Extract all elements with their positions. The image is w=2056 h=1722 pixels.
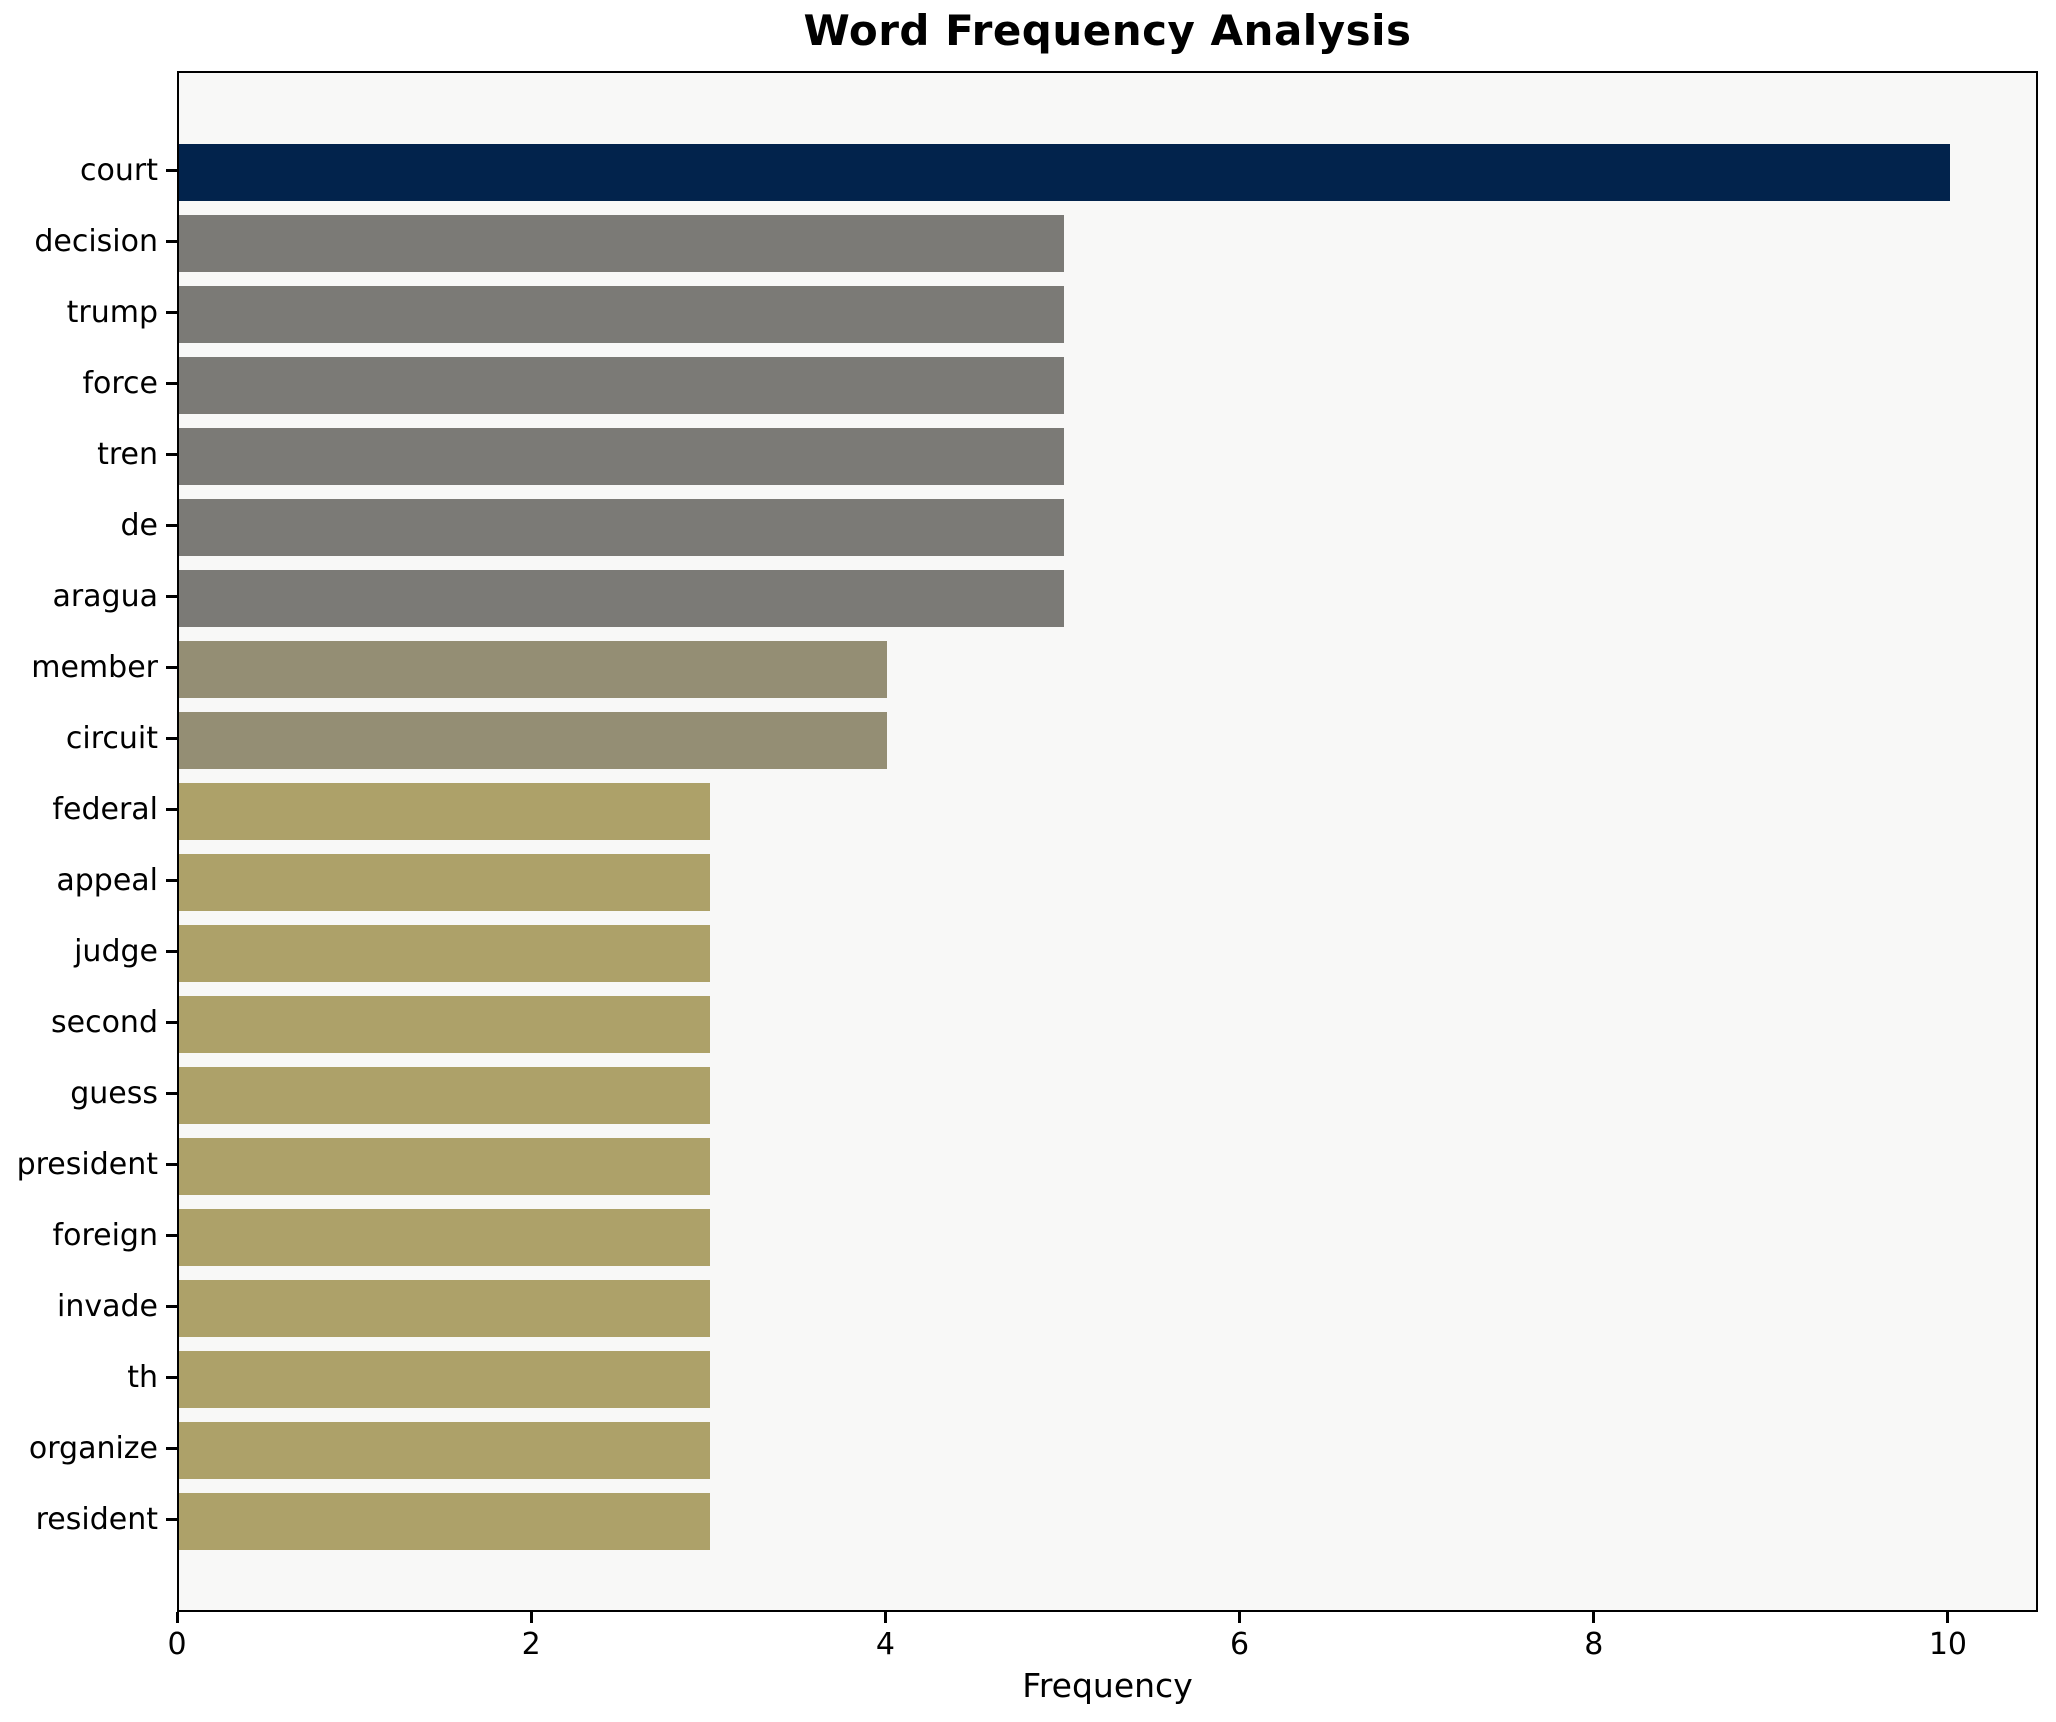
bar [179, 144, 1950, 201]
bar [179, 854, 711, 911]
y-tick-mark [166, 1518, 177, 1521]
x-tick-mark [529, 1612, 533, 1623]
x-tick-mark [1592, 1612, 1596, 1623]
y-tick-label: trump [66, 294, 158, 330]
y-tick-label: guess [70, 1075, 158, 1111]
bar [179, 357, 1065, 414]
y-tick-mark [166, 169, 177, 172]
x-tick-mark [883, 1612, 887, 1623]
y-tick-label: force [82, 365, 158, 401]
bar [179, 1209, 711, 1266]
bar [179, 996, 711, 1053]
y-tick-mark [166, 1447, 177, 1450]
x-tick-mark [175, 1612, 179, 1623]
y-tick-label: court [80, 152, 158, 188]
x-tick-label: 4 [875, 1627, 895, 1662]
y-tick-label: resident [35, 1501, 158, 1537]
bar [179, 1067, 711, 1124]
y-tick-label: tren [97, 436, 158, 472]
y-tick-label: second [51, 1004, 158, 1040]
y-tick-mark [166, 382, 177, 385]
plot-area [177, 71, 2038, 1612]
y-tick-mark [166, 1092, 177, 1095]
y-tick-mark [166, 879, 177, 882]
y-tick-label: aragua [52, 578, 158, 614]
bar [179, 641, 888, 698]
bar [179, 499, 1065, 556]
y-tick-mark [166, 595, 177, 598]
x-tick-label: 6 [1230, 1627, 1250, 1662]
x-tick-label: 8 [1584, 1627, 1604, 1662]
y-tick-mark [166, 1021, 177, 1024]
y-tick-mark [166, 1376, 177, 1379]
y-tick-mark [166, 524, 177, 527]
bar [179, 1493, 711, 1550]
x-tick-label: 10 [1928, 1627, 1968, 1662]
bar [179, 1351, 711, 1408]
y-tick-mark [166, 240, 177, 243]
bar [179, 1422, 711, 1479]
y-tick-label: foreign [52, 1217, 158, 1253]
y-tick-mark [166, 1163, 177, 1166]
y-tick-mark [166, 311, 177, 314]
bar [179, 215, 1065, 272]
y-tick-mark [166, 737, 177, 740]
y-tick-label: decision [34, 223, 158, 259]
bar [179, 286, 1065, 343]
bar [179, 1138, 711, 1195]
y-tick-label: member [31, 649, 158, 685]
x-axis-label: Frequency [1022, 1666, 1193, 1705]
y-tick-mark [166, 666, 177, 669]
y-tick-label: de [120, 507, 159, 543]
y-tick-mark [166, 950, 177, 953]
x-tick-label: 2 [521, 1627, 541, 1662]
bar [179, 712, 888, 769]
bar [179, 1280, 711, 1337]
y-tick-label: th [127, 1359, 158, 1395]
y-tick-label: appeal [56, 862, 158, 898]
y-tick-label: organize [28, 1430, 158, 1466]
bar [179, 783, 711, 840]
y-tick-mark [166, 1305, 177, 1308]
x-tick-label: 0 [167, 1627, 187, 1662]
x-tick-mark [1946, 1612, 1950, 1623]
bar [179, 925, 711, 982]
chart-title: Word Frequency Analysis [803, 6, 1412, 55]
y-tick-label: circuit [65, 720, 158, 756]
x-tick-mark [1238, 1612, 1242, 1623]
y-tick-mark [166, 453, 177, 456]
y-tick-mark [166, 1234, 177, 1237]
y-tick-label: president [16, 1146, 158, 1182]
bar [179, 428, 1065, 485]
y-tick-mark [166, 808, 177, 811]
y-tick-label: invade [57, 1288, 158, 1324]
bar [179, 570, 1065, 627]
y-tick-label: judge [74, 933, 158, 969]
y-tick-label: federal [52, 791, 158, 827]
